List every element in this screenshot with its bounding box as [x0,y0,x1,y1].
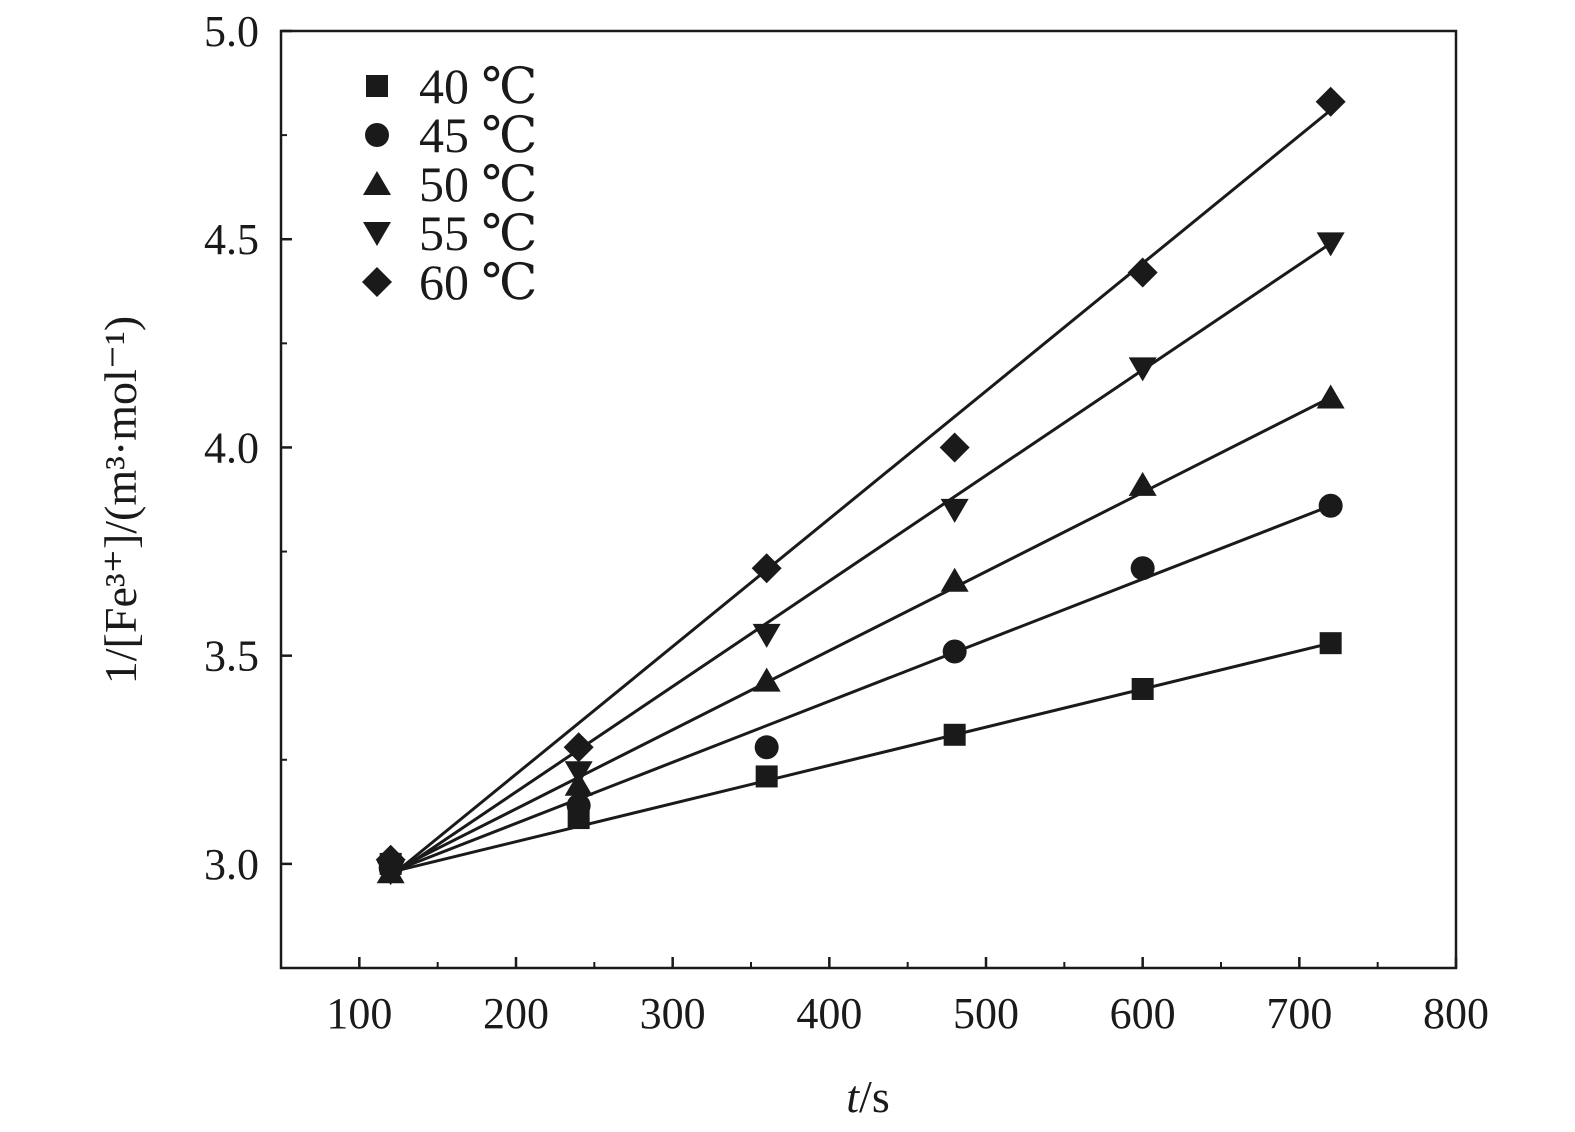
data-point-series-1-4 [1130,556,1155,581]
data-point-series-4-5 [1315,86,1346,117]
fit-line-series-0 [390,641,1332,874]
data-point-series-0-3 [943,723,966,746]
y-axis-label: 1/[Fe³⁺]/(m³·mol⁻¹) [95,316,146,684]
data-point-series-1-3 [942,639,967,664]
legend-label-0: 40 ℃ [419,58,537,114]
data-point-series-2-5 [1316,384,1345,409]
data-point-series-4-0 [375,844,406,875]
legend-marker-3 [363,222,391,246]
fit-line-series-4 [389,108,1332,878]
plot-area-frame [279,29,1458,970]
x-axis-label: t/s [846,1071,889,1122]
fit-line-series-3 [389,242,1332,878]
data-point-series-3-4 [1128,357,1157,382]
data-point-series-3-5 [1316,232,1345,257]
y-tick-label-3: 4.5 [204,215,259,264]
data-point-series-3-3 [940,498,969,523]
data-point-series-2-4 [1128,471,1157,496]
data-point-series-0-4 [1131,677,1154,700]
legend-label-1: 45 ℃ [419,107,537,163]
x-tick-label-1: 200 [483,989,549,1038]
data-point-series-1-5 [1318,493,1343,518]
x-tick-label-7: 800 [1423,989,1489,1038]
y-tick-label-4: 5.0 [204,7,259,56]
data-point-series-4-3 [939,432,970,463]
y-axis: 3.0 3.5 4.0 4.5 5.0 [204,7,292,969]
legend-marker-0 [366,75,388,97]
legend-label-4: 60 ℃ [419,254,537,310]
data-point-series-0-5 [1319,632,1342,655]
x-tick-label-3: 400 [796,989,862,1038]
fit-line-series-1 [390,504,1332,874]
data-markers [375,86,1346,886]
data-point-series-1-2 [754,735,779,760]
legend-marker-4 [362,267,392,297]
legend-label-2: 50 ℃ [419,156,537,212]
x-tick-label-5: 600 [1110,989,1176,1038]
data-point-series-0-2 [755,765,778,788]
y-tick-label-2: 4.0 [204,423,259,472]
data-point-series-2-2 [752,667,781,692]
data-point-series-2-3 [940,567,969,592]
legend-label-3: 55 ℃ [419,205,537,261]
x-axis: 100 200 300 400 500 600 700 800 [326,957,1489,1038]
y-tick-label-1: 3.5 [204,632,259,681]
fit-line-series-2 [389,396,1332,874]
legend: 40 ℃45 ℃50 ℃55 ℃60 ℃ [362,58,537,310]
data-point-series-4-2 [751,553,782,584]
data-point-series-4-1 [563,732,594,763]
y-tick-label-0: 3.0 [204,840,259,889]
x-tick-label-4: 500 [953,989,1019,1038]
data-point-series-3-1 [564,761,593,786]
data-point-series-1-1 [566,793,591,818]
legend-marker-1 [365,123,389,147]
x-tick-label-6: 700 [1266,989,1332,1038]
x-tick-label-2: 300 [640,989,706,1038]
fit-lines [389,108,1332,878]
data-point-series-4-4 [1127,257,1158,288]
legend-marker-2 [363,171,391,195]
data-point-series-3-2 [752,623,781,648]
x-tick-label-0: 100 [326,989,392,1038]
